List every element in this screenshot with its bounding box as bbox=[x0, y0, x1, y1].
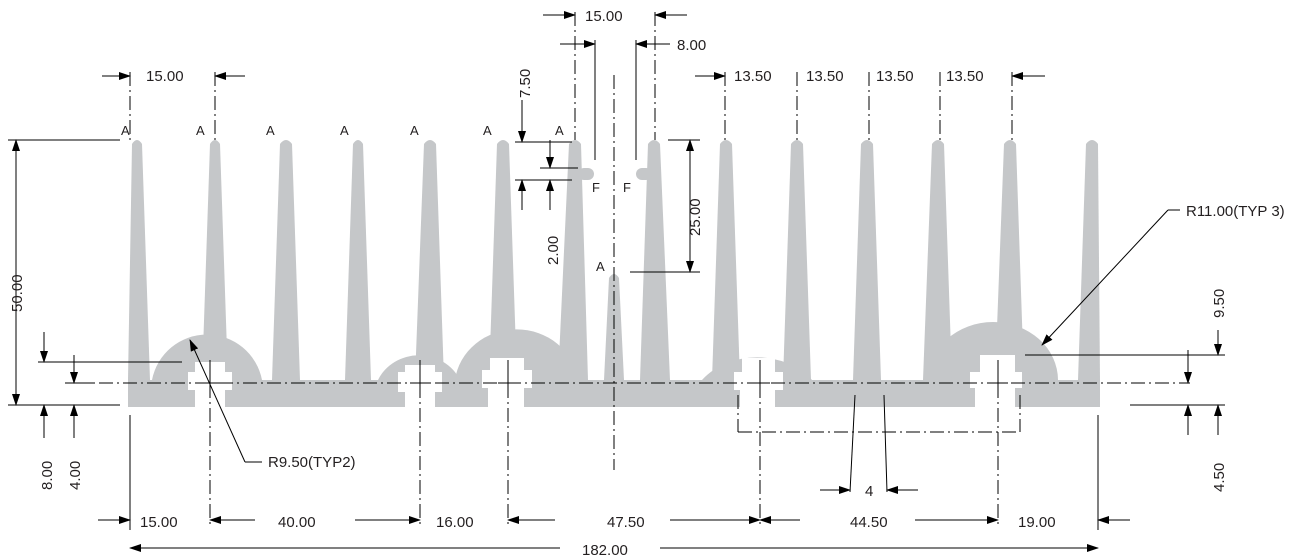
label-a-3: A bbox=[266, 123, 275, 138]
label-a-5: A bbox=[410, 123, 419, 138]
boss-3 bbox=[455, 329, 578, 380]
fin-2 bbox=[202, 140, 228, 380]
dim-bottom-3: 16.00 bbox=[436, 514, 474, 531]
fin-11 bbox=[853, 140, 881, 380]
label-a-7: A bbox=[555, 123, 564, 138]
center-lines bbox=[75, 12, 1190, 525]
dim-pitch-3: 13.50 bbox=[876, 68, 914, 85]
note-r-small: R9.50(TYP2) bbox=[268, 454, 356, 471]
fin-6 bbox=[489, 140, 517, 380]
boss-5 bbox=[928, 322, 1058, 380]
dim-bottom-1: 15.00 bbox=[140, 514, 178, 531]
dim-boss-height: 9.50 bbox=[1211, 289, 1228, 318]
dimension-texts: 15.00 15.00 8.00 13.50 13.50 13.50 13.50… bbox=[9, 8, 1285, 559]
fin-4 bbox=[345, 140, 371, 380]
dim-top-left: 15.00 bbox=[146, 68, 184, 85]
label-a-2: A bbox=[196, 123, 205, 138]
label-a-4: A bbox=[340, 123, 349, 138]
dim-bottom-5: 44.50 bbox=[850, 514, 888, 531]
hook-left bbox=[578, 168, 594, 180]
dim-base-4: 4.00 bbox=[67, 461, 84, 490]
dim-bottom-6: 19.00 bbox=[1018, 514, 1056, 531]
dim-notch: 4 bbox=[865, 483, 873, 500]
dim-bottom-2: 40.00 bbox=[278, 514, 316, 531]
dim-top-center: 15.00 bbox=[585, 8, 623, 25]
dim-pitch-1: 13.50 bbox=[734, 68, 772, 85]
label-f-left: F bbox=[592, 180, 600, 195]
label-a-6: A bbox=[483, 123, 492, 138]
fin-5 bbox=[415, 140, 444, 380]
dim-hook: 2.00 bbox=[545, 236, 562, 265]
fin-10 bbox=[783, 140, 811, 380]
hook-right bbox=[636, 168, 652, 180]
dim-pitch-4: 13.50 bbox=[946, 68, 984, 85]
fin-3 bbox=[272, 140, 300, 380]
fin-1 bbox=[128, 140, 150, 380]
fin-12 bbox=[923, 140, 952, 380]
fin-13 bbox=[995, 140, 1024, 380]
label-a-center: A bbox=[596, 259, 605, 274]
dim-top-inner: 8.00 bbox=[677, 37, 706, 54]
dim-fin-height: 25.00 bbox=[687, 198, 704, 236]
dim-bottom-4: 47.50 bbox=[607, 514, 645, 531]
dim-base-thk: 4.50 bbox=[1211, 463, 1228, 492]
fin-8 bbox=[640, 140, 670, 380]
label-a-1: A bbox=[121, 123, 130, 138]
fin-7 bbox=[558, 140, 588, 380]
dim-overall-width: 182.00 bbox=[582, 542, 628, 559]
dim-step: 7.50 bbox=[517, 69, 534, 98]
label-f-right: F bbox=[623, 180, 631, 195]
dimension-lines bbox=[8, 11, 1225, 552]
dim-pitch-2: 13.50 bbox=[806, 68, 844, 85]
note-r-large: R11.00(TYP 3) bbox=[1186, 203, 1285, 220]
dim-overall-height: 50.00 bbox=[9, 274, 26, 312]
fin-9 bbox=[712, 140, 740, 380]
fin-14 bbox=[1078, 140, 1100, 380]
dim-base-8: 8.00 bbox=[39, 461, 56, 490]
